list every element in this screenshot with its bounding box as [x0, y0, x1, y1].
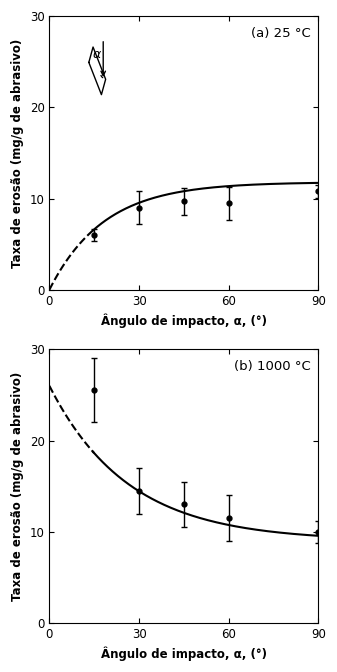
Text: $\alpha$: $\alpha$ — [92, 48, 102, 61]
X-axis label: Ângulo de impacto, α, (°): Ângulo de impacto, α, (°) — [101, 646, 267, 661]
Y-axis label: Taxa de erosão (mg/g de abrasivo): Taxa de erosão (mg/g de abrasivo) — [11, 372, 24, 601]
Text: (b) 1000 °C: (b) 1000 °C — [234, 360, 310, 373]
Text: (a) 25 °C: (a) 25 °C — [251, 27, 310, 40]
X-axis label: Ângulo de impacto, α, (°): Ângulo de impacto, α, (°) — [101, 313, 267, 328]
Y-axis label: Taxa de erosão (mg/g de abrasivo): Taxa de erosão (mg/g de abrasivo) — [11, 38, 24, 267]
